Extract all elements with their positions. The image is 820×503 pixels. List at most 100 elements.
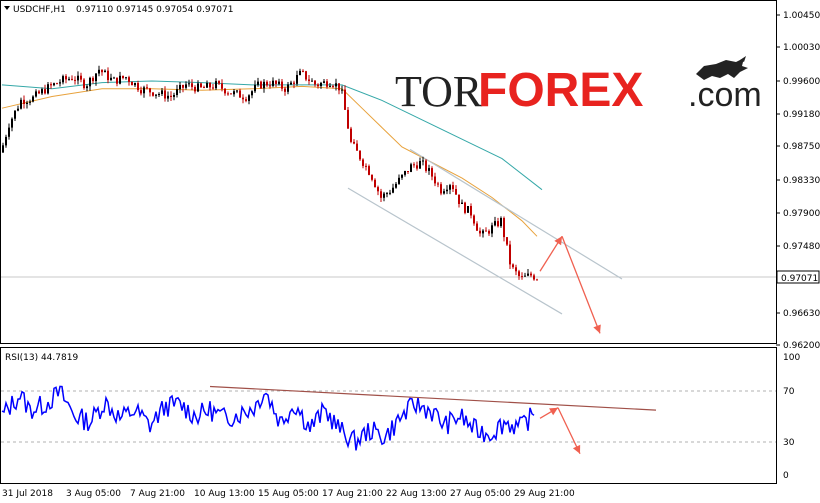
candle-body <box>335 83 337 87</box>
candle-body <box>44 89 46 94</box>
rsi-tick-label: 100 <box>783 353 800 363</box>
candle-body <box>191 83 193 87</box>
candle-body <box>350 128 352 142</box>
candle-body <box>116 77 118 84</box>
rsi-line <box>1 385 535 451</box>
candle-body <box>374 179 376 188</box>
arrow-head-icon <box>549 407 558 416</box>
price-tick-label: 1.00030 <box>783 43 820 53</box>
ohlc-label: 0.97110 0.97145 0.97054 0.97071 <box>76 5 233 15</box>
candle-body <box>80 75 82 80</box>
candle-body <box>482 230 484 234</box>
candle-body <box>401 174 403 178</box>
candle-body <box>176 89 178 95</box>
candle-body <box>104 70 106 73</box>
candle-body <box>50 84 52 86</box>
candle-body <box>494 221 496 226</box>
price-tick-label: 0.96630 <box>783 309 820 319</box>
candle-body <box>20 99 22 109</box>
candle-body <box>497 221 499 227</box>
watermark-com: .com <box>688 76 762 114</box>
candle-body <box>308 79 310 81</box>
candle-body <box>440 184 442 194</box>
candle-body <box>134 83 136 86</box>
channel-lower-line <box>347 187 563 315</box>
arrow-head-icon <box>593 324 601 334</box>
candle-body <box>299 70 301 75</box>
candle-body <box>356 143 358 151</box>
time-tick-label: 27 Aug 05:00 <box>450 489 511 499</box>
candle-body <box>248 95 250 101</box>
candle-body <box>437 183 439 185</box>
time-tick-label: 22 Aug 13:00 <box>386 489 447 499</box>
rsi-axis: 100 70 30 0 <box>1 353 800 481</box>
time-tick-label: 17 Aug 21:00 <box>322 489 383 499</box>
candle-body <box>131 82 133 86</box>
time-tick-label: 7 Aug 21:00 <box>130 489 185 499</box>
arrow-head-icon <box>572 444 581 454</box>
candle-body <box>422 160 424 162</box>
moving-averages <box>1 80 543 237</box>
candle-body <box>323 81 325 83</box>
bull-icon <box>696 56 748 80</box>
candle-body <box>89 77 91 87</box>
candle-body <box>203 87 205 89</box>
candle-body <box>509 244 511 265</box>
candle-body <box>446 189 448 192</box>
candle-body <box>98 69 100 74</box>
candle-body <box>377 187 379 192</box>
candle-body <box>173 95 175 97</box>
candle-body <box>467 206 469 213</box>
candle-body <box>287 84 289 92</box>
candle-body <box>17 108 19 111</box>
candle-body <box>35 91 37 97</box>
candle-body <box>365 165 367 167</box>
candle-body <box>347 109 349 129</box>
candle-body <box>152 92 154 96</box>
candle-body <box>485 230 487 232</box>
candle-body <box>197 83 199 92</box>
time-tick-label: 15 Aug 05:00 <box>258 489 319 499</box>
candle-body <box>188 83 190 85</box>
candle-body <box>47 84 49 94</box>
candle-body <box>380 191 382 198</box>
candle-body <box>512 264 514 268</box>
candle-body <box>101 69 103 73</box>
candle-body <box>56 83 58 85</box>
candle-body <box>161 90 163 94</box>
time-tick-label: 10 Aug 13:00 <box>194 489 255 499</box>
candle-body <box>122 75 124 78</box>
candle-body <box>62 76 64 83</box>
collapse-triangle-icon <box>4 6 10 10</box>
candle-body <box>92 77 94 82</box>
candle-body <box>338 83 340 91</box>
candle-body <box>86 86 88 89</box>
candle-body <box>383 193 385 198</box>
candle-body <box>389 192 391 194</box>
candle-body <box>353 141 355 144</box>
candle-body <box>53 83 55 86</box>
candle-body <box>77 75 79 81</box>
price-tick-label: 0.98330 <box>783 176 820 186</box>
candle-body <box>128 77 130 82</box>
candle-body <box>68 78 70 80</box>
time-tick-label: 29 Aug 21:00 <box>514 489 575 499</box>
price-tick-label: 0.99180 <box>783 110 820 120</box>
candle-body <box>164 90 166 99</box>
candle-body <box>149 88 151 93</box>
candle-body <box>194 87 196 92</box>
candle-body <box>443 191 445 194</box>
candle-body <box>500 218 502 227</box>
candle-body <box>107 70 109 81</box>
candle-body <box>143 87 145 94</box>
candle-body <box>221 83 223 89</box>
candle-body <box>83 79 85 89</box>
candle-body <box>362 159 364 166</box>
candle-body <box>302 70 304 72</box>
candle-body <box>344 89 346 110</box>
candle-body <box>8 127 10 137</box>
price-tick-label: 1.00450 <box>783 11 820 21</box>
candle-body <box>71 78 73 80</box>
time-tick-label: 31 Jul 2018 <box>2 489 53 499</box>
